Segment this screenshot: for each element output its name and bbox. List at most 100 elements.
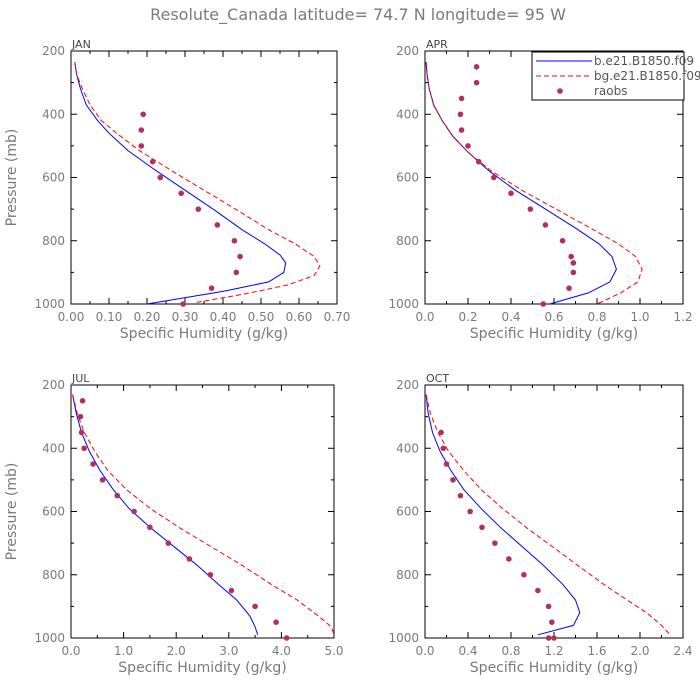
x-tick-label: 0.0 xyxy=(415,310,434,324)
y-axis-label: Pressure (mb) xyxy=(4,463,20,561)
x-tick-label: 0.4 xyxy=(458,644,477,658)
x-tick-label: 0.50 xyxy=(248,310,275,324)
y-tick-label: 400 xyxy=(396,107,419,121)
y-tick-label: 1000 xyxy=(388,297,419,311)
y-axis-label: Pressure (mb) xyxy=(4,129,20,227)
raobs-point xyxy=(473,79,480,86)
x-tick-label: 1.6 xyxy=(587,644,606,658)
raobs-point xyxy=(542,222,549,228)
x-tick-label: 0.8 xyxy=(501,644,520,658)
raobs-point xyxy=(506,556,512,562)
y-tick-label: 800 xyxy=(42,234,65,248)
panel-title: JAN xyxy=(71,38,91,51)
raobs-point xyxy=(545,603,552,610)
raobs-point xyxy=(457,111,464,118)
y-tick-label: 1000 xyxy=(34,631,65,645)
raobs-point xyxy=(438,429,444,436)
y-tick-label: 1000 xyxy=(388,631,419,645)
y-tick-label: 800 xyxy=(396,568,419,582)
x-tick-label: 3.0 xyxy=(219,644,238,658)
raobs-point xyxy=(273,619,279,625)
x-tick-label: 2.4 xyxy=(673,644,692,658)
raobs-point xyxy=(443,461,450,467)
panel-title: OCT xyxy=(426,372,449,385)
y-tick-label: 400 xyxy=(42,107,65,121)
x-tick-label: 0.30 xyxy=(172,310,199,324)
y-tick-label: 600 xyxy=(42,505,65,519)
x-tick-label: 0.0 xyxy=(61,644,80,658)
raobs-point xyxy=(140,111,146,118)
x-axis-label: Specific Humidity (g/kg) xyxy=(470,326,638,342)
x-tick-label: 0.2 xyxy=(458,310,477,324)
x-tick-label: 0.70 xyxy=(324,310,351,324)
raobs-point xyxy=(559,237,566,244)
legend-label: raobs xyxy=(594,84,628,98)
raobs-point xyxy=(165,540,172,546)
x-tick-label: 0.40 xyxy=(210,310,237,324)
raobs-point xyxy=(568,253,574,260)
x-axis-label: Specific Humidity (g/kg) xyxy=(120,326,288,342)
raobs-point xyxy=(114,492,121,499)
raobs-point xyxy=(545,635,552,641)
series-line-b xyxy=(425,62,617,304)
raobs-point xyxy=(180,301,186,307)
raobs-point xyxy=(138,127,145,133)
legend-label: bg.e21.B1850.f09 xyxy=(594,69,700,83)
x-axis-label: Specific Humidity (g/kg) xyxy=(470,660,638,676)
raobs-point xyxy=(81,445,87,452)
x-tick-label: 0.10 xyxy=(96,310,123,324)
raobs-point xyxy=(77,413,84,420)
x-tick-label: 0.4 xyxy=(501,310,520,324)
raobs-point xyxy=(231,237,238,244)
raobs-point xyxy=(149,158,156,165)
raobs-point xyxy=(457,492,464,499)
x-tick-label: 1.2 xyxy=(544,644,563,658)
raobs-point xyxy=(178,190,184,197)
raobs-point xyxy=(508,190,514,197)
panel-jul: JUL 0.0 1.0 2.0 3.0 4.0 5.0 200 400 600 800 1000 Spe… xyxy=(4,372,344,676)
legend-label: b.e21.B1850.f09 xyxy=(594,54,694,68)
series-line-bg xyxy=(72,394,334,635)
raobs-point xyxy=(186,556,193,562)
raobs-point xyxy=(551,635,557,641)
raobs-point xyxy=(521,571,527,578)
raobs-point xyxy=(527,206,534,212)
raobs-point xyxy=(90,461,96,467)
plot-frame xyxy=(70,50,338,305)
x-tick-label: 2.0 xyxy=(167,644,186,658)
raobs-point xyxy=(458,95,465,102)
y-tick-label: 800 xyxy=(42,568,65,582)
series-line-b xyxy=(74,62,287,304)
x-axis-label: Specific Humidity (g/kg) xyxy=(118,660,286,676)
raobs-point xyxy=(566,285,572,291)
x-tick-label: 2.0 xyxy=(630,644,649,658)
raobs-point xyxy=(237,253,243,260)
raobs-point xyxy=(147,524,153,531)
legend-swatch-raobs xyxy=(557,88,563,94)
y-tick-label: 200 xyxy=(396,378,419,392)
raobs-point xyxy=(228,587,235,594)
y-tick-label: 400 xyxy=(396,441,419,455)
raobs-point xyxy=(214,222,221,228)
raobs-point xyxy=(467,508,473,515)
raobs-point xyxy=(479,524,485,531)
raobs-point xyxy=(535,587,541,594)
raobs-point xyxy=(131,508,137,515)
raobs-point xyxy=(78,429,85,436)
raobs-point xyxy=(99,477,106,483)
raobs-point xyxy=(450,477,456,483)
raobs-point xyxy=(458,127,465,133)
raobs-point xyxy=(492,540,498,546)
raobs-point xyxy=(283,635,290,641)
panel-oct: OCT 0.0 0.4 0.8 1.2 1.6 2.0 2.4 200 400 600 800 1000… xyxy=(388,372,692,676)
panel-title: APR xyxy=(426,38,448,51)
panel-title: JUL xyxy=(71,372,90,385)
raobs-point xyxy=(491,174,497,181)
figure-title: Resolute_Canada latitude= 74.7 N longitu… xyxy=(150,5,566,25)
raobs-point xyxy=(440,445,447,452)
y-tick-label: 200 xyxy=(396,44,419,58)
raobs-point xyxy=(252,603,258,610)
y-tick-label: 600 xyxy=(396,505,419,519)
raobs-point xyxy=(473,64,480,70)
